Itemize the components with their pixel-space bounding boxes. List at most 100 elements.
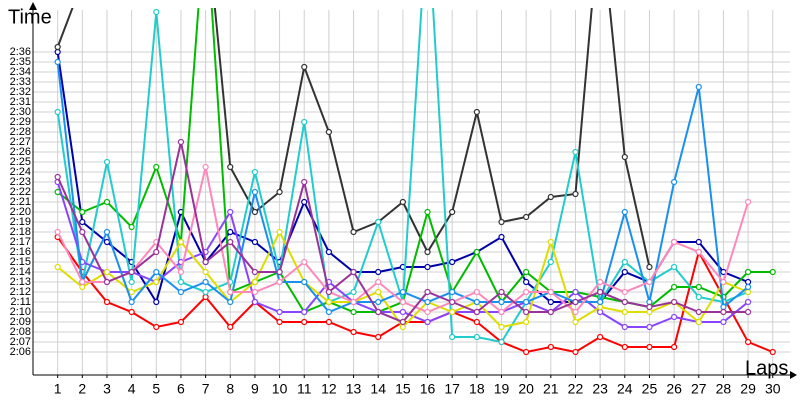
y-tick-label: 2:21 [10,196,31,208]
point [399,298,406,306]
point [572,348,579,356]
point [498,233,505,241]
x-tick-label: 1 [54,381,62,397]
y-tick-label: 2:27 [10,136,31,148]
point [153,278,160,286]
point [103,268,111,276]
point [128,268,135,276]
point [79,283,86,291]
point [449,208,456,216]
point [744,288,752,296]
point [375,268,382,276]
point [720,318,727,326]
point [128,308,135,316]
y-tick-label: 2:24 [10,166,31,178]
point [276,278,283,286]
y-tick-label: 2:31 [10,96,31,108]
point [177,278,185,286]
point [251,278,259,286]
point [54,43,61,51]
y-tick-label: 2:32 [10,86,31,98]
point [646,343,653,351]
point [103,158,111,166]
point [301,178,308,186]
point [498,288,505,296]
point [547,288,554,296]
y-tick-label: 2:18 [10,226,31,238]
point [498,308,505,316]
point [153,323,160,331]
x-tick-label: 18 [469,381,485,397]
point [54,263,61,271]
point [227,208,234,216]
point [54,48,61,56]
point [523,288,530,296]
x-tick-label: 25 [642,381,658,397]
x-tick-label: 8 [226,381,234,397]
point [671,178,678,186]
point [671,283,678,291]
x-tick-label: 29 [740,381,756,397]
point [325,298,332,306]
point [202,163,209,171]
point [671,238,678,246]
x-tick-label: 17 [444,381,460,397]
point [597,278,604,286]
point [301,118,308,126]
point [646,298,653,306]
point [103,238,111,246]
point [547,238,554,246]
point [276,228,283,236]
x-tick-label: 13 [346,381,362,397]
y-tick-label: 2:17 [10,236,31,248]
point [695,308,702,316]
point [646,278,653,286]
point [449,308,456,316]
y-tick-label: 2:13 [10,276,31,288]
point [202,288,209,296]
point [128,223,135,231]
point [473,318,480,326]
y-axis-arrow [29,2,37,10]
point [646,323,653,331]
series-layer [54,8,776,356]
y-tick-label: 2:16 [10,246,31,258]
point [350,268,357,276]
point [498,298,505,306]
point [251,288,259,296]
point [227,298,234,306]
point [695,83,702,91]
point [301,63,308,71]
point [128,278,135,286]
y-tick-label: 2:36 [10,46,31,58]
point [103,278,111,286]
point [547,193,554,201]
y-axis-title: Time [8,6,52,28]
point [424,263,431,271]
x-tick-label: 14 [370,381,386,397]
x-axis-arrow [790,371,797,379]
x-tick-label: 27 [691,381,707,397]
x-tick-label: 5 [152,381,160,397]
point [325,248,332,256]
point [153,298,160,306]
point [227,228,234,236]
point [646,308,653,316]
x-tick-label: 19 [494,381,510,397]
point [350,288,357,296]
point [744,308,752,316]
point [177,268,185,276]
point [153,248,160,256]
y-tick-label: 2:29 [10,116,31,128]
point [597,308,604,316]
point [449,298,456,306]
point [572,148,579,156]
point [473,108,480,116]
x-tick-label: 21 [543,381,559,397]
point [54,173,61,181]
point [621,258,628,266]
y-tick-label: 2:12 [10,286,31,298]
point [202,268,209,276]
point [695,238,702,246]
point [523,308,530,316]
